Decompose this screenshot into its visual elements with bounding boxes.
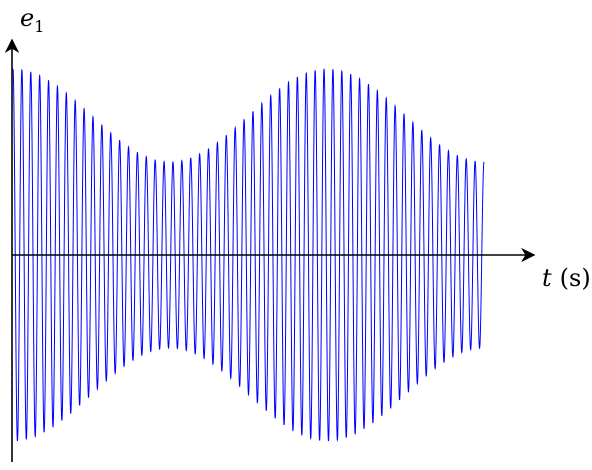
plot-area (12, 68, 485, 442)
y-axis-label: e1 (20, 4, 44, 36)
series-line (12, 68, 485, 442)
x-axis-label: t (s) (542, 264, 591, 292)
